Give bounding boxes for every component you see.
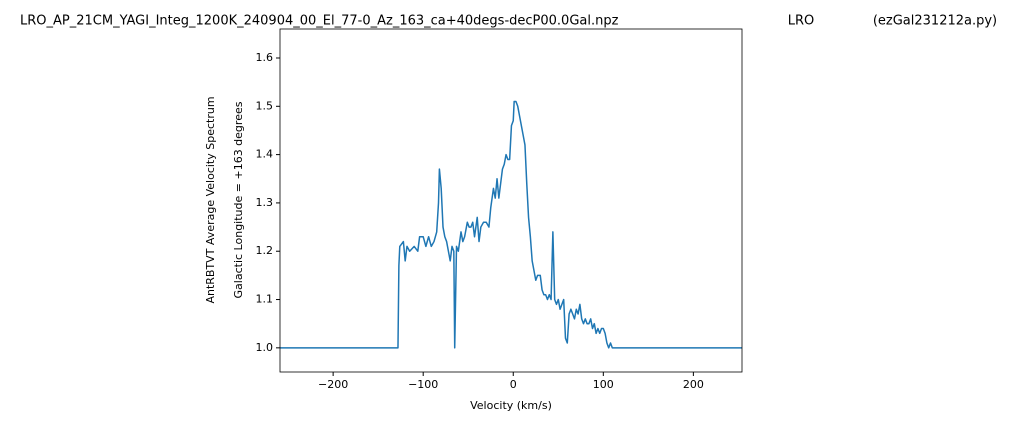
spectrum-line (280, 100, 742, 349)
y-axis-label: AntRBTVT Average Velocity Spectrum (204, 96, 217, 303)
x-axis-label: Velocity (km/s) (470, 399, 552, 412)
x-tick-label: −200 (318, 378, 348, 391)
y-tick-label: 1.5 (256, 99, 274, 112)
x-tick-label: 200 (683, 378, 704, 391)
y-tick-label: 1.4 (256, 148, 274, 161)
y-tick-label: 1.6 (256, 51, 274, 64)
x-tick-label: 100 (593, 378, 614, 391)
annotation: LRO (788, 14, 815, 29)
x-tick-label: −100 (408, 378, 438, 391)
y-tick-label: 1.1 (256, 293, 274, 306)
y-tick-label: 1.3 (256, 196, 274, 209)
y-axis-label: Galactic Longitude = +163 degrees (232, 101, 245, 298)
y-tick-label: 1.0 (256, 341, 274, 354)
annotation: (ezGal231212a.py) (873, 14, 997, 29)
y-tick-label: 1.2 (256, 244, 274, 257)
x-tick-label: 0 (510, 378, 517, 391)
chart-title: LRO_AP_21CM_YAGI_Integ_1200K_240904_00_E… (20, 14, 619, 29)
plot-frame (279, 28, 743, 373)
